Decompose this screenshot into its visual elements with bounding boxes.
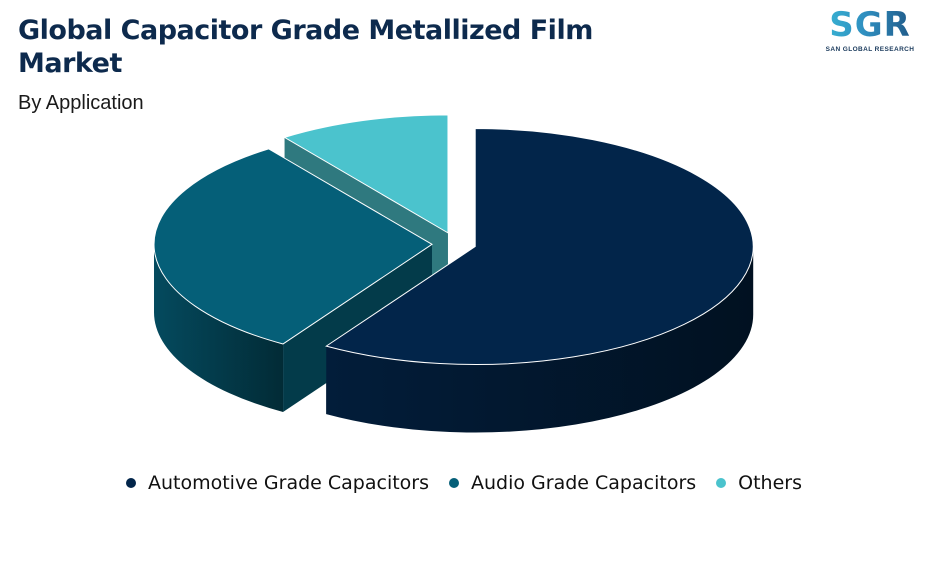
legend-item-audio: Audio Grade Capacitors [449,472,696,494]
logo-company-name: SAN GLOBAL RESEARCH [825,46,915,53]
legend-item-others: Others [716,472,802,494]
pie-slice-audio: Audio Grade Capacitors: 31% [153,148,433,345]
chart-title: Global Capacitor Grade Metallized Film M… [18,15,593,79]
chart-subtitle: By Application [18,92,144,114]
legend-swatch-automotive [125,478,136,488]
pie-slice-wall-automotive [326,246,754,433]
chart-legend: Automotive Grade Capacitors Audio Grade C… [0,472,928,494]
legend-label-automotive: Automotive Grade Capacitors [147,472,430,494]
logo-mark: SGR [818,6,922,44]
legend-item-automotive: Automotive Grade Capacitors [125,472,430,494]
legend-label-others: Others [738,472,803,494]
legend-swatch-audio [449,478,460,488]
legend-label-audio: Audio Grade Capacitors [471,472,697,494]
sgr-logo: SGR SAN GLOBAL RESEARCH [818,6,922,58]
pie-slice-wall-audio [154,244,284,412]
pie-slice-others: Others: 10% [283,114,449,234]
legend-swatch-others [716,478,727,488]
pie-slice-automotive: Automotive Grade Capacitors: 59% [325,128,754,365]
